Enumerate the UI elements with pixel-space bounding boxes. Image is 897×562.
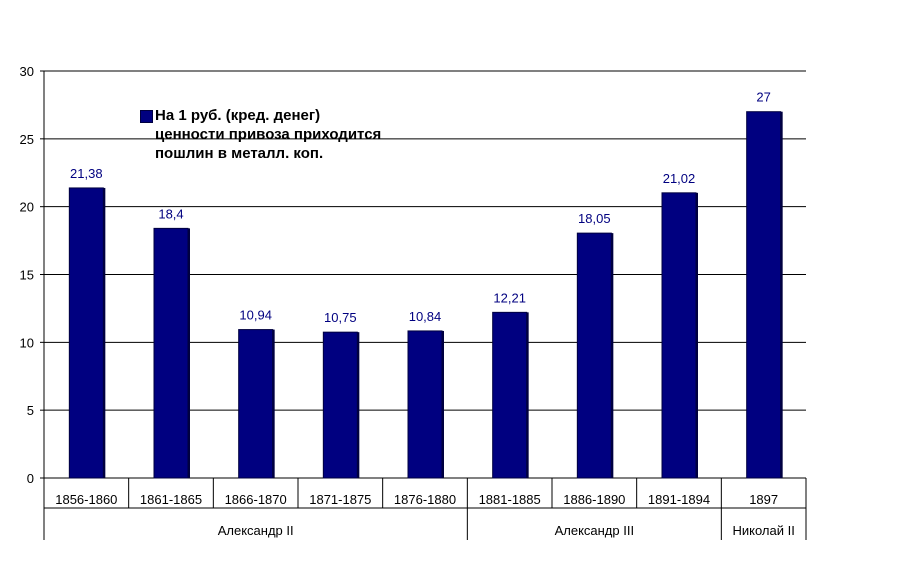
y-tick-label: 20 [20,200,34,215]
data-label: 10,75 [324,310,357,325]
x-tick-label: 1856-1860 [55,492,117,507]
x-tick-label: 1881-1885 [479,492,541,507]
y-tick-label: 25 [20,132,34,147]
legend-label: На 1 руб. (кред. денег) ценности привоза… [155,107,382,162]
bar [407,330,443,479]
legend: На 1 руб. (кред. денег) ценности привоза… [140,106,460,163]
legend-swatch [140,110,153,123]
group-label: Николай II [732,523,794,538]
bar [576,232,612,479]
x-tick-label: 1897 [749,492,778,507]
y-tick-label: 15 [20,268,34,283]
x-tick-label: 1891-1894 [648,492,710,507]
bar [746,111,782,479]
bar [661,192,697,479]
data-label: 18,4 [158,206,183,221]
y-tick-label: 5 [27,403,34,418]
data-label: 21,38 [70,166,103,181]
x-tick-label: 1876-1880 [394,492,456,507]
bar [492,311,528,479]
data-label: 10,94 [239,308,272,323]
data-label: 27 [756,90,770,105]
x-tick-label: 1886-1890 [563,492,625,507]
bar [153,227,189,479]
bar [68,187,104,479]
data-label: 21,02 [663,171,696,186]
data-label: 12,21 [493,290,526,305]
data-label: 10,84 [409,309,442,324]
group-label: Александр II [218,523,294,538]
y-tick-label: 10 [20,335,34,350]
y-tick-label: 0 [27,471,34,486]
x-tick-label: 1866-1870 [225,492,287,507]
group-label: Александр III [555,523,635,538]
data-label: 18,05 [578,211,611,226]
y-tick-label: 30 [20,64,34,79]
x-tick-label: 1861-1865 [140,492,202,507]
bar [322,331,358,479]
x-tick-label: 1871-1875 [309,492,371,507]
bar [238,329,274,479]
